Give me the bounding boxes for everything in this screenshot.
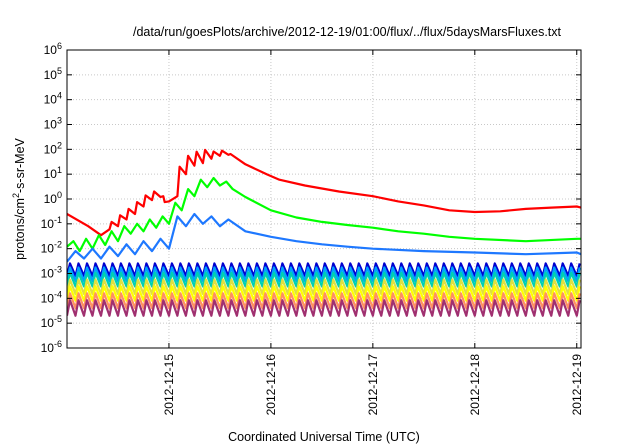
x-tick-label: 2012-12-15: [162, 354, 176, 416]
y-tick-label: 101: [44, 165, 62, 181]
x-tick-label: 2012-12-16: [264, 354, 278, 416]
y-axis: 10-6 10-5 10-4 10-3 10-2 10-1 100 101 102 103 104 1…: [41, 41, 581, 355]
y-tick-label: 10-2: [41, 240, 62, 256]
y-tick-label: 10-5: [41, 314, 62, 330]
x-axis-label: Coordinated Universal Time (UTC): [228, 430, 420, 444]
plot-series: [67, 148, 581, 317]
series-line-9: [67, 299, 581, 317]
y-tick-label: 105: [44, 66, 62, 82]
x-axis: 2012-12-15 2012-12-16 2012-12-17 2012-12-18…: [162, 50, 584, 415]
y-tick-label: 106: [44, 41, 62, 57]
x-tick-label: 2012-12-18: [468, 354, 482, 416]
y-tick-label: 10-4: [41, 289, 62, 305]
series-line-2: [67, 212, 581, 263]
x-tick-label: 2012-12-17: [366, 354, 380, 416]
series-line-5: [67, 271, 581, 288]
y-axis-label: protons/cm2-s-sr-MeV: [11, 137, 27, 259]
series-line-4: [67, 266, 581, 283]
y-tick-label: 102: [44, 140, 62, 156]
y-tick-label: 100: [44, 190, 62, 206]
series-line-6: [67, 278, 581, 296]
x-tick-label: 2012-12-19: [570, 354, 584, 416]
y-tick-label: 103: [44, 116, 62, 132]
y-tick-label: 10-6: [41, 339, 62, 355]
series-line-1: [67, 176, 581, 253]
y-tick-label: 10-3: [41, 265, 62, 281]
y-tick-label: 104: [44, 91, 62, 107]
series-line-7: [67, 285, 581, 302]
series-line-0: [67, 148, 581, 237]
y-tick-label: 10-1: [41, 215, 62, 231]
chart-title: /data/run/goesPlots/archive/2012-12-19/0…: [133, 25, 562, 39]
series-line-8: [67, 292, 581, 310]
